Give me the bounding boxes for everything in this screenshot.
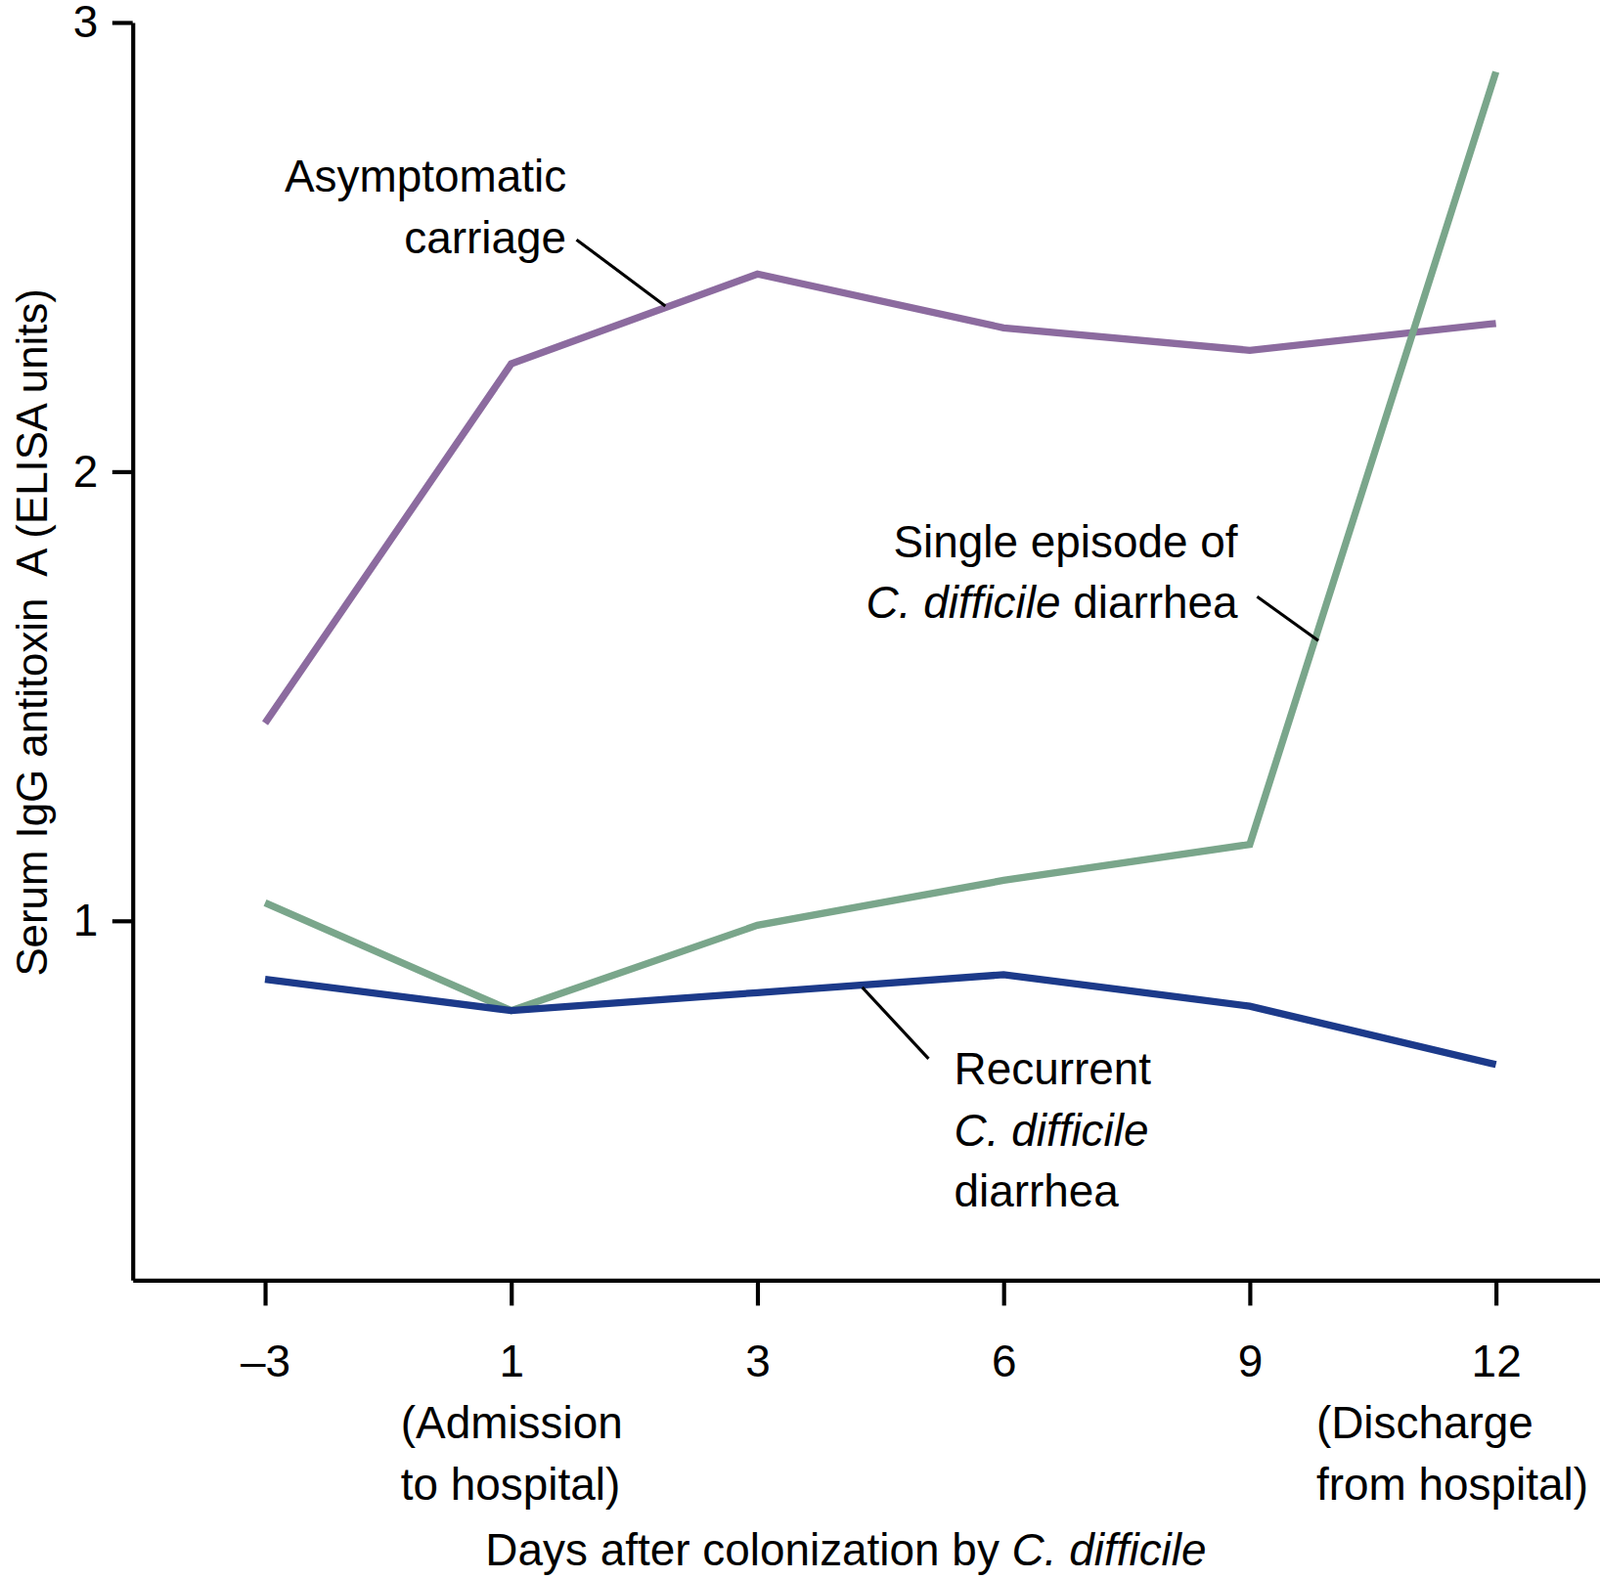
series-labels: Asymptomatic carriage Single episode of C. … bbox=[284, 150, 1319, 1217]
text-segment: Serum IgG antitoxin A (ELISA units) bbox=[7, 288, 56, 978]
x-axis-line bbox=[133, 1279, 1600, 1284]
text-segment: 6 bbox=[991, 1335, 1018, 1387]
x-tick: 1 (Admission to hospital) bbox=[400, 1280, 623, 1510]
y-tick: 1 bbox=[73, 894, 134, 946]
x-tick: 12 (Discharge from hospital) bbox=[1316, 1280, 1589, 1510]
text-segment: 9 bbox=[1238, 1335, 1264, 1387]
series-label-line: C. difficile bbox=[954, 1105, 1150, 1156]
x-tick-label: 12 (Discharge from hospital) bbox=[1316, 1335, 1589, 1510]
text-segment: from hospital) bbox=[1316, 1459, 1589, 1511]
text-segment: (Admission bbox=[400, 1397, 623, 1449]
x-tick: 3 bbox=[745, 1280, 771, 1387]
text-segment: –3 bbox=[240, 1335, 291, 1387]
series-label: Asymptomatic carriage bbox=[284, 150, 567, 264]
series-label-line: C. difficile diarrhea bbox=[866, 577, 1240, 628]
series-label-line: Asymptomatic bbox=[284, 150, 567, 202]
x-tick-label: 3 bbox=[745, 1335, 771, 1387]
series-label: Recurrent C. difficile diarrhea bbox=[954, 1043, 1153, 1217]
x-tick-label: 9 bbox=[1238, 1335, 1264, 1387]
chart: 123–31(Admissionto hospital)36912(Discha… bbox=[0, 0, 1600, 1579]
x-tick-mark bbox=[509, 1280, 514, 1306]
text-segment: (Discharge bbox=[1316, 1397, 1534, 1449]
x-axis-title: Days after colonization by C. difficile bbox=[485, 1524, 1206, 1576]
text-segment: C. difficile bbox=[954, 1105, 1150, 1156]
y-tick-label: 3 bbox=[73, 0, 99, 47]
series-label-line: carriage bbox=[403, 212, 567, 264]
x-tick: –3 bbox=[240, 1280, 291, 1387]
y-tick-mark bbox=[112, 919, 134, 924]
y-tick-mark bbox=[112, 470, 134, 475]
series-label: Single episode of C. difficile diarrhea bbox=[866, 516, 1240, 629]
text-segment: Single episode of bbox=[892, 516, 1238, 568]
y-tick-label: 1 bbox=[73, 894, 99, 946]
x-tick-label-line: 9 bbox=[1238, 1335, 1264, 1387]
text-segment: 12 bbox=[1471, 1335, 1522, 1387]
x-tick-mark bbox=[1494, 1280, 1499, 1306]
text-segment: C. difficile bbox=[866, 577, 1062, 628]
x-tick-label-line: 3 bbox=[745, 1335, 771, 1387]
series-line bbox=[265, 975, 1497, 1066]
y-tick-label: 2 bbox=[73, 445, 99, 497]
text-segment: to hospital) bbox=[400, 1459, 621, 1511]
leader-line bbox=[1256, 596, 1319, 641]
text-segment: 1 bbox=[498, 1335, 525, 1387]
leader-line bbox=[862, 987, 930, 1060]
text-segment: diarrhea bbox=[1060, 577, 1239, 628]
x-axis: –3 1 (Admission to hospital) 3 6 9 12 (Discharge… bbox=[133, 1280, 1600, 1510]
text-segment: diarrhea bbox=[954, 1165, 1120, 1217]
series-label-line: diarrhea bbox=[954, 1165, 1120, 1217]
series-line bbox=[265, 71, 1497, 1011]
x-tick: 6 bbox=[991, 1280, 1018, 1387]
y-axis-title: Serum IgG antitoxin A (ELISA units) bbox=[7, 288, 56, 978]
x-tick-label-line: from hospital) bbox=[1316, 1459, 1589, 1511]
x-tick-label: 6 bbox=[991, 1335, 1018, 1387]
x-tick-mark bbox=[755, 1280, 760, 1306]
y-axis: 1 2 3 bbox=[73, 0, 134, 1282]
text-segment: Days after colonization by bbox=[485, 1524, 1012, 1576]
text-segment: Recurrent bbox=[954, 1043, 1153, 1095]
x-tick: 9 bbox=[1238, 1280, 1264, 1387]
x-tick-label: –3 bbox=[240, 1335, 291, 1387]
y-axis-line bbox=[131, 22, 135, 1281]
series-label-line: Single episode of bbox=[892, 516, 1238, 568]
x-tick-label-line: (Discharge bbox=[1316, 1397, 1534, 1449]
x-tick-label-line: 1 bbox=[498, 1335, 525, 1387]
y-tick: 3 bbox=[73, 0, 134, 47]
text-segment: carriage bbox=[403, 212, 567, 264]
y-tick: 2 bbox=[73, 445, 134, 497]
x-tick-mark bbox=[1247, 1280, 1252, 1306]
x-tick-mark bbox=[263, 1280, 267, 1306]
leader-line bbox=[577, 239, 667, 307]
x-tick-label: 1 (Admission to hospital) bbox=[400, 1335, 623, 1510]
x-tick-label-line: to hospital) bbox=[400, 1459, 621, 1511]
x-tick-label-line: –3 bbox=[240, 1335, 291, 1387]
text-segment: 3 bbox=[745, 1335, 771, 1387]
x-tick-label-line: (Admission bbox=[400, 1397, 623, 1449]
series-label-line: Recurrent bbox=[954, 1043, 1153, 1095]
x-tick-label-line: 6 bbox=[991, 1335, 1018, 1387]
text-segment: Asymptomatic bbox=[284, 150, 567, 202]
y-tick-mark bbox=[112, 20, 134, 25]
x-tick-mark bbox=[1002, 1280, 1007, 1306]
text-segment: C. difficile bbox=[1012, 1524, 1207, 1576]
x-tick-label-line: 12 bbox=[1471, 1335, 1522, 1387]
series-lines bbox=[265, 71, 1497, 1065]
